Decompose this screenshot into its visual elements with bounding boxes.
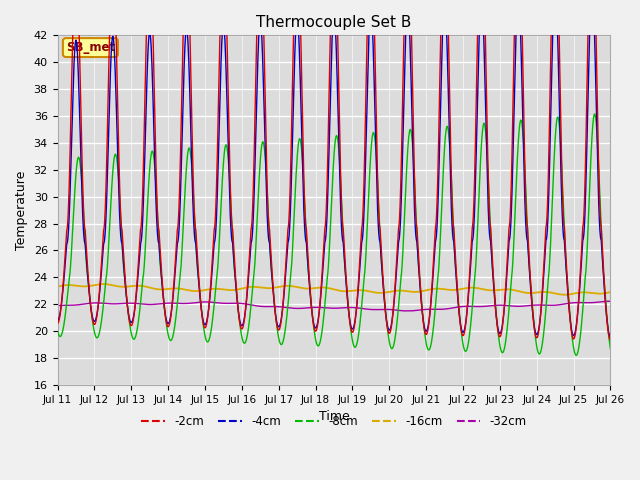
-8cm — [607, 346, 614, 352]
-16cm — [596, 291, 604, 297]
Line: -16cm: -16cm — [58, 284, 611, 295]
-16cm — [99, 281, 107, 287]
-4cm — [607, 334, 614, 339]
-8cm — [290, 226, 298, 232]
-2cm — [607, 337, 614, 343]
Line: -4cm: -4cm — [58, 0, 611, 336]
-32cm — [536, 302, 544, 308]
-4cm — [266, 240, 273, 246]
-8cm — [266, 238, 273, 243]
-16cm — [536, 289, 544, 295]
-32cm — [607, 299, 614, 304]
-4cm — [290, 95, 298, 101]
-8cm — [596, 195, 604, 201]
-32cm — [596, 299, 604, 305]
-8cm — [591, 111, 598, 117]
Text: SB_met: SB_met — [66, 41, 115, 54]
-8cm — [150, 152, 157, 157]
-8cm — [536, 350, 544, 356]
-8cm — [572, 352, 580, 358]
Y-axis label: Temperature: Temperature — [15, 170, 28, 250]
-16cm — [561, 292, 568, 298]
-2cm — [54, 321, 61, 326]
-32cm — [116, 301, 124, 307]
-4cm — [596, 225, 604, 230]
-4cm — [116, 231, 124, 237]
-2cm — [116, 211, 124, 216]
-16cm — [54, 284, 61, 289]
Legend: -2cm, -4cm, -8cm, -16cm, -32cm: -2cm, -4cm, -8cm, -16cm, -32cm — [136, 410, 531, 433]
-4cm — [150, 109, 157, 115]
-32cm — [400, 308, 408, 314]
-32cm — [54, 303, 61, 309]
-8cm — [116, 212, 124, 217]
-16cm — [290, 284, 298, 289]
Line: -8cm: -8cm — [58, 114, 611, 355]
-32cm — [606, 299, 614, 304]
-32cm — [266, 304, 273, 310]
Line: -2cm: -2cm — [58, 0, 611, 340]
-2cm — [150, 47, 157, 53]
-8cm — [54, 328, 61, 334]
-4cm — [536, 317, 544, 323]
Title: Thermocouple Set B: Thermocouple Set B — [256, 15, 412, 30]
-2cm — [266, 227, 273, 233]
-4cm — [54, 317, 61, 323]
-16cm — [150, 286, 157, 291]
-32cm — [150, 301, 157, 307]
-16cm — [117, 284, 125, 289]
-2cm — [536, 318, 544, 324]
Line: -32cm: -32cm — [58, 301, 611, 311]
X-axis label: Time: Time — [319, 410, 349, 423]
-16cm — [607, 289, 614, 295]
-2cm — [290, 31, 298, 37]
-2cm — [596, 203, 604, 209]
-16cm — [266, 285, 273, 291]
-32cm — [290, 305, 298, 311]
